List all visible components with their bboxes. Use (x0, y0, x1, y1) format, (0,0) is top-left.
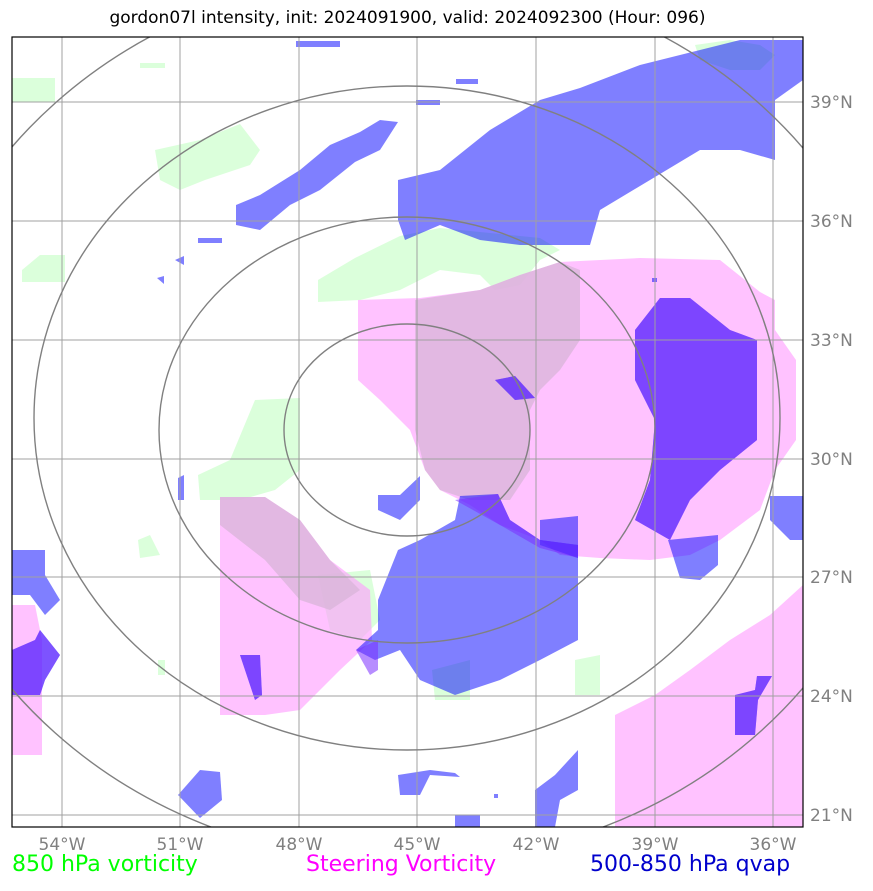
map-title: gordon07l intensity, init: 2024091900, v… (109, 8, 706, 28)
steering-vorticity-region (615, 585, 803, 827)
vorticity-850-region (575, 655, 600, 695)
lat-tick-label: 36°N (810, 212, 853, 232)
vorticity-850-region (12, 78, 55, 102)
qvap-steering-overlap-region (356, 640, 378, 675)
lon-tick-label: 45°W (394, 835, 441, 855)
lat-tick-label: 21°N (810, 806, 853, 826)
lon-tick-label: 42°W (513, 835, 560, 855)
lon-tick-labels: 54°W 51°W 48°W 45°W 42°W 39°W 36°W (39, 835, 797, 855)
qvap-region (398, 40, 803, 245)
range-ring-2 (158, 216, 656, 644)
lon-tick-label: 36°W (750, 835, 797, 855)
qvap-region (668, 535, 718, 580)
lat-tick-label: 33°N (810, 331, 853, 351)
vorticity-850-region (198, 398, 300, 500)
qvap-region (378, 476, 420, 520)
lat-tick-label: 39°N (810, 93, 853, 113)
qvap-region (398, 770, 460, 795)
qvap-steering-overlap-region (12, 630, 60, 695)
qvap-steering-overlap-region (455, 494, 578, 558)
qvap-region (157, 276, 164, 284)
lon-tick-label: 51°W (157, 835, 204, 855)
range-ring-3 (33, 85, 781, 751)
qvap-steering-overlap-region (735, 676, 772, 735)
vorticity-850-region (155, 124, 260, 190)
lon-tick-label: 48°W (276, 835, 323, 855)
qvap-region (178, 770, 222, 818)
lon-tick-label: 54°W (39, 835, 86, 855)
vorticity-850-region (140, 63, 165, 68)
qvap-region (456, 79, 478, 84)
qvap-region (198, 238, 222, 243)
vorticity-850-region (22, 255, 65, 282)
lat-tick-label: 24°N (810, 687, 853, 707)
qvap-region (455, 815, 480, 827)
plot-frame (11, 36, 804, 828)
lat-tick-labels: 39°N 36°N 33°N 30°N 27°N 24°N 21°N (810, 93, 853, 826)
gridlines (12, 37, 803, 827)
qvap-steering-overlap-layer (12, 298, 772, 735)
qvap-region (770, 496, 803, 540)
qvap-region (535, 750, 578, 827)
legend-vorticity-850: 850 hPa vorticity (12, 852, 198, 877)
qvap-steering-overlap-region (495, 376, 535, 400)
legend-qvap: 500-850 hPa qvap (590, 852, 791, 877)
qvap-steering-overlap-region (635, 298, 757, 540)
map-fields (12, 37, 803, 827)
legend-steering-vorticity: Steering Vorticity (306, 852, 497, 877)
range-ring-1 (283, 323, 531, 537)
overlap-region (220, 497, 360, 610)
qvap-region (236, 120, 398, 230)
lat-tick-label: 30°N (810, 450, 853, 470)
qvap-region (494, 794, 498, 798)
qvap-steering-overlap-region (240, 655, 262, 700)
qvap-region (356, 494, 578, 695)
lat-tick-label: 27°N (810, 568, 853, 588)
qvap-region (296, 41, 340, 47)
qvap-region (12, 550, 60, 615)
range-rings (12, 37, 803, 827)
vorticity-850-region (138, 535, 160, 558)
lon-tick-label: 39°W (632, 835, 679, 855)
qvap-region (178, 475, 184, 500)
